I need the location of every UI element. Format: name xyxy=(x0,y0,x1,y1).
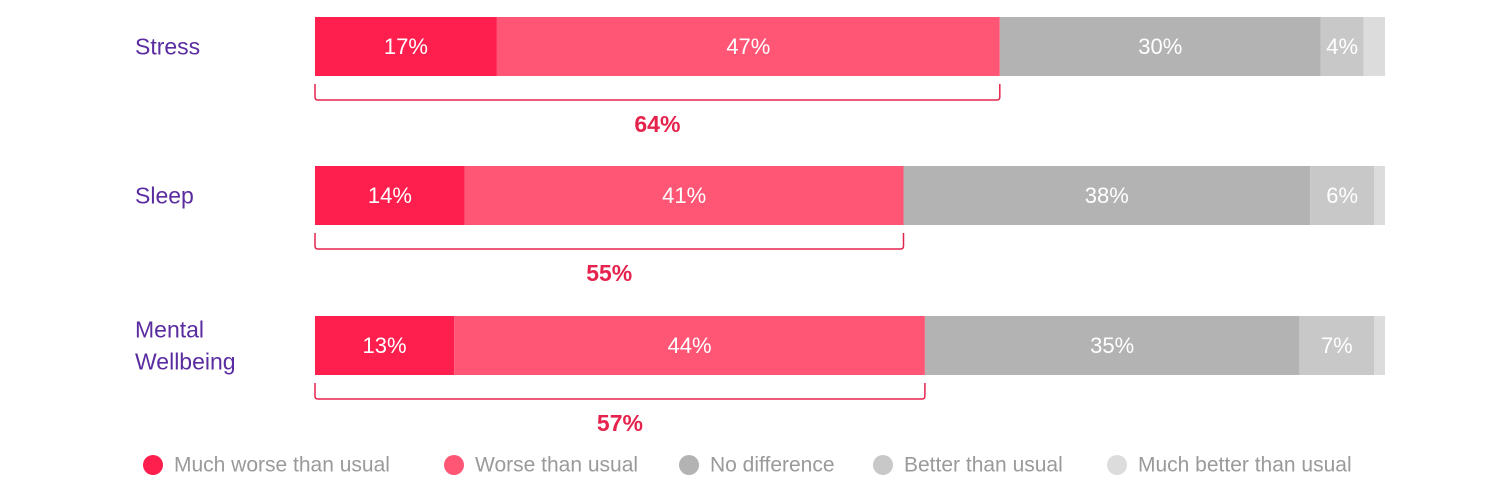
segment-label: 44% xyxy=(667,333,711,358)
bracket xyxy=(314,383,926,400)
legend-swatch xyxy=(444,455,464,475)
bar-segment xyxy=(1320,17,1364,76)
legend-label: No difference xyxy=(710,454,835,477)
bar-segment xyxy=(315,17,497,76)
legend-swatch xyxy=(679,455,699,475)
legend-label: Worse than usual xyxy=(475,454,638,477)
bracket xyxy=(314,233,905,250)
segment-label: 6% xyxy=(1326,183,1358,208)
bar-segment xyxy=(903,166,1311,225)
legend-swatch xyxy=(143,455,163,475)
segment-label: 4% xyxy=(1326,34,1358,59)
category-label: Wellbeing xyxy=(135,349,236,375)
category-label: Sleep xyxy=(135,183,194,209)
segment-label: 47% xyxy=(726,34,770,59)
bar-segment xyxy=(1374,316,1385,375)
bracket xyxy=(314,84,1001,101)
bracket-total-label: 64% xyxy=(634,111,680,137)
bar-segment xyxy=(454,316,925,375)
legend-label: Much worse than usual xyxy=(174,454,390,477)
bar-segment xyxy=(1310,166,1375,225)
legend-label: Much better than usual xyxy=(1138,454,1352,477)
bar-segment xyxy=(1363,17,1385,76)
bar-segment xyxy=(464,166,904,225)
bar-segment xyxy=(1374,166,1385,225)
bar-segment xyxy=(924,316,1300,375)
bar-segment xyxy=(315,166,465,225)
bracket-total-label: 55% xyxy=(586,260,632,286)
segment-label: 38% xyxy=(1085,183,1129,208)
bar-segment xyxy=(496,17,1000,76)
bracket-total-label: 57% xyxy=(597,410,643,436)
segment-label: 35% xyxy=(1090,333,1134,358)
category-label: Stress xyxy=(135,34,200,60)
segment-label: 13% xyxy=(363,333,407,358)
legend-swatch xyxy=(873,455,893,475)
bar-segment xyxy=(1299,316,1375,375)
legend-swatch xyxy=(1107,455,1127,475)
segment-label: 17% xyxy=(384,34,428,59)
bar-segment xyxy=(315,316,455,375)
segment-label: 30% xyxy=(1138,34,1182,59)
segment-label: 41% xyxy=(662,183,706,208)
category-label: Mental xyxy=(135,317,204,343)
bar-segment xyxy=(999,17,1321,76)
segment-label: 14% xyxy=(368,183,412,208)
segment-label: 7% xyxy=(1321,333,1353,358)
legend-label: Better than usual xyxy=(904,454,1063,477)
